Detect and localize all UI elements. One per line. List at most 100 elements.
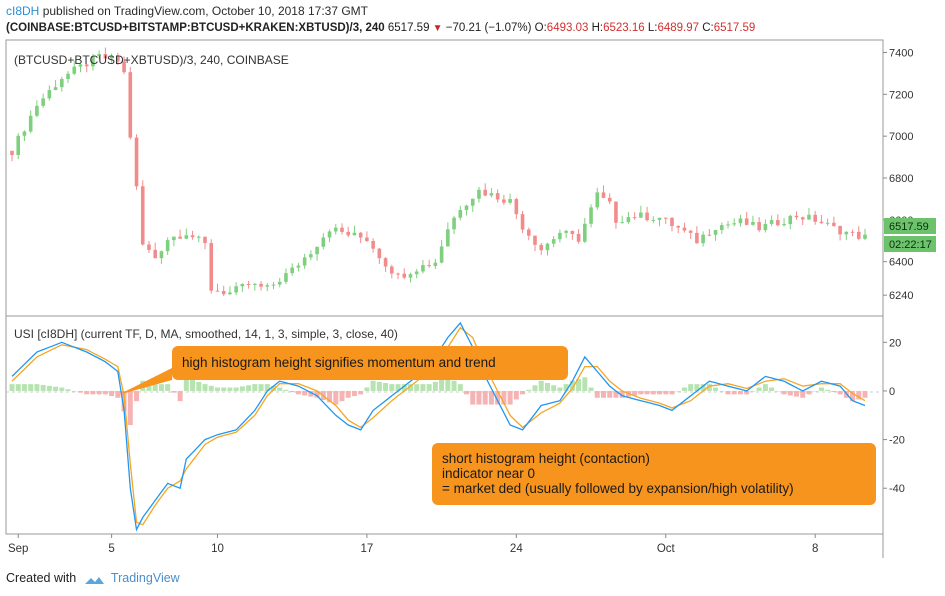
candle-body <box>309 254 313 258</box>
histogram-bar <box>464 390 470 395</box>
histogram-bar <box>439 379 445 391</box>
histogram-bar <box>538 380 544 391</box>
candle-body <box>726 224 730 226</box>
histogram-bar <box>582 377 588 391</box>
candle-body <box>863 234 867 239</box>
histogram-bar <box>59 387 65 391</box>
histogram-bar <box>750 390 756 392</box>
price-pane-legend: (BTCUSD+BTCUSD+XBTUSD)/3, 240, COINBASE <box>14 53 289 67</box>
candle-body <box>663 217 668 219</box>
candle-body <box>564 230 568 233</box>
candle-body <box>788 215 793 225</box>
candle-body <box>91 55 95 67</box>
histogram-bar <box>856 390 862 400</box>
annotation-line-1: short histogram height (contaction) <box>442 451 650 466</box>
histogram-bar <box>414 384 420 391</box>
candle-body <box>72 66 77 74</box>
candle-body <box>408 274 413 278</box>
candle-body <box>832 222 836 226</box>
histogram-bar <box>781 390 787 395</box>
last-price-tag <box>884 218 936 234</box>
histogram-bar <box>339 390 345 402</box>
open-value: 6493.03 <box>546 22 589 34</box>
histogram-bar <box>358 390 364 395</box>
candle-body <box>526 229 531 236</box>
histogram-bar <box>638 390 644 395</box>
histogram-bar <box>557 387 563 391</box>
candle-body <box>576 233 581 242</box>
candle-body <box>28 115 33 132</box>
histogram-bar <box>196 381 202 391</box>
histogram-bar <box>563 384 569 391</box>
histogram-bar <box>501 390 507 405</box>
histogram-bar <box>507 390 513 405</box>
candle-body <box>315 246 319 255</box>
candle-body <box>134 137 139 187</box>
candle-body <box>433 262 438 266</box>
candle-body <box>390 266 394 274</box>
histogram-bar <box>569 380 575 391</box>
candle-body <box>651 220 656 222</box>
histogram-bar <box>165 384 171 391</box>
candle-body <box>35 105 39 116</box>
author-link[interactable]: cI8DH <box>6 4 40 18</box>
candle-body <box>533 235 537 245</box>
histogram-bar <box>794 390 800 397</box>
candle-body <box>707 234 712 236</box>
histogram-bar <box>600 390 606 398</box>
candle-body <box>228 292 232 295</box>
candle-body <box>165 240 170 252</box>
candle-body <box>614 201 618 223</box>
histogram-bar <box>544 383 550 391</box>
histogram-bar <box>470 390 476 405</box>
candle-body <box>253 283 257 285</box>
candle-body <box>358 232 363 238</box>
price-tick-label: 7400 <box>889 47 913 59</box>
candle-body <box>302 257 307 266</box>
candle-body <box>676 226 681 228</box>
histogram-bar <box>482 390 488 405</box>
candle-body <box>196 236 201 238</box>
price-axis: 6240640066006800700072007400 <box>883 47 913 302</box>
candle-body <box>147 244 151 250</box>
candle-body <box>352 232 357 236</box>
candle-body <box>601 192 606 198</box>
histogram-bar <box>333 390 339 405</box>
candle-body <box>483 189 487 196</box>
histogram-bar <box>115 390 121 398</box>
histogram-bar <box>426 384 432 391</box>
candle-body <box>844 231 849 235</box>
histogram-bar <box>744 390 750 395</box>
candle-body <box>539 244 544 251</box>
candle-body <box>103 54 108 59</box>
candle-body <box>60 78 64 88</box>
time-tick-label: Oct <box>657 543 676 555</box>
candle-body <box>215 290 220 292</box>
candle-body <box>240 283 245 287</box>
indicator-legend: USI [cI8DH] (current TF, D, MA, smoothed… <box>14 327 398 341</box>
candle-body <box>265 285 270 287</box>
indicator-tick-label: 20 <box>889 337 901 349</box>
histogram-bar <box>812 390 818 392</box>
histogram-bar <box>96 390 102 395</box>
candle-body <box>645 212 649 221</box>
candle-body <box>377 248 382 259</box>
histogram-bar <box>607 390 613 398</box>
tradingview-link[interactable]: TradingView <box>110 571 180 585</box>
candle-body <box>502 199 506 203</box>
histogram-bar <box>719 390 725 392</box>
histogram-bar <box>308 390 314 397</box>
candle-body <box>595 192 600 208</box>
candle-body <box>284 273 288 282</box>
histogram-bar <box>476 390 482 405</box>
candle-body <box>558 232 562 240</box>
histogram-bar <box>239 386 245 391</box>
candle-body <box>84 64 89 67</box>
countdown-tag-text: 02:22:17 <box>889 239 932 251</box>
time-tick-label: 24 <box>510 543 523 555</box>
candle-body <box>813 214 817 222</box>
histogram-bar <box>451 380 457 391</box>
candle-body <box>682 227 687 231</box>
candle-body <box>383 258 388 267</box>
